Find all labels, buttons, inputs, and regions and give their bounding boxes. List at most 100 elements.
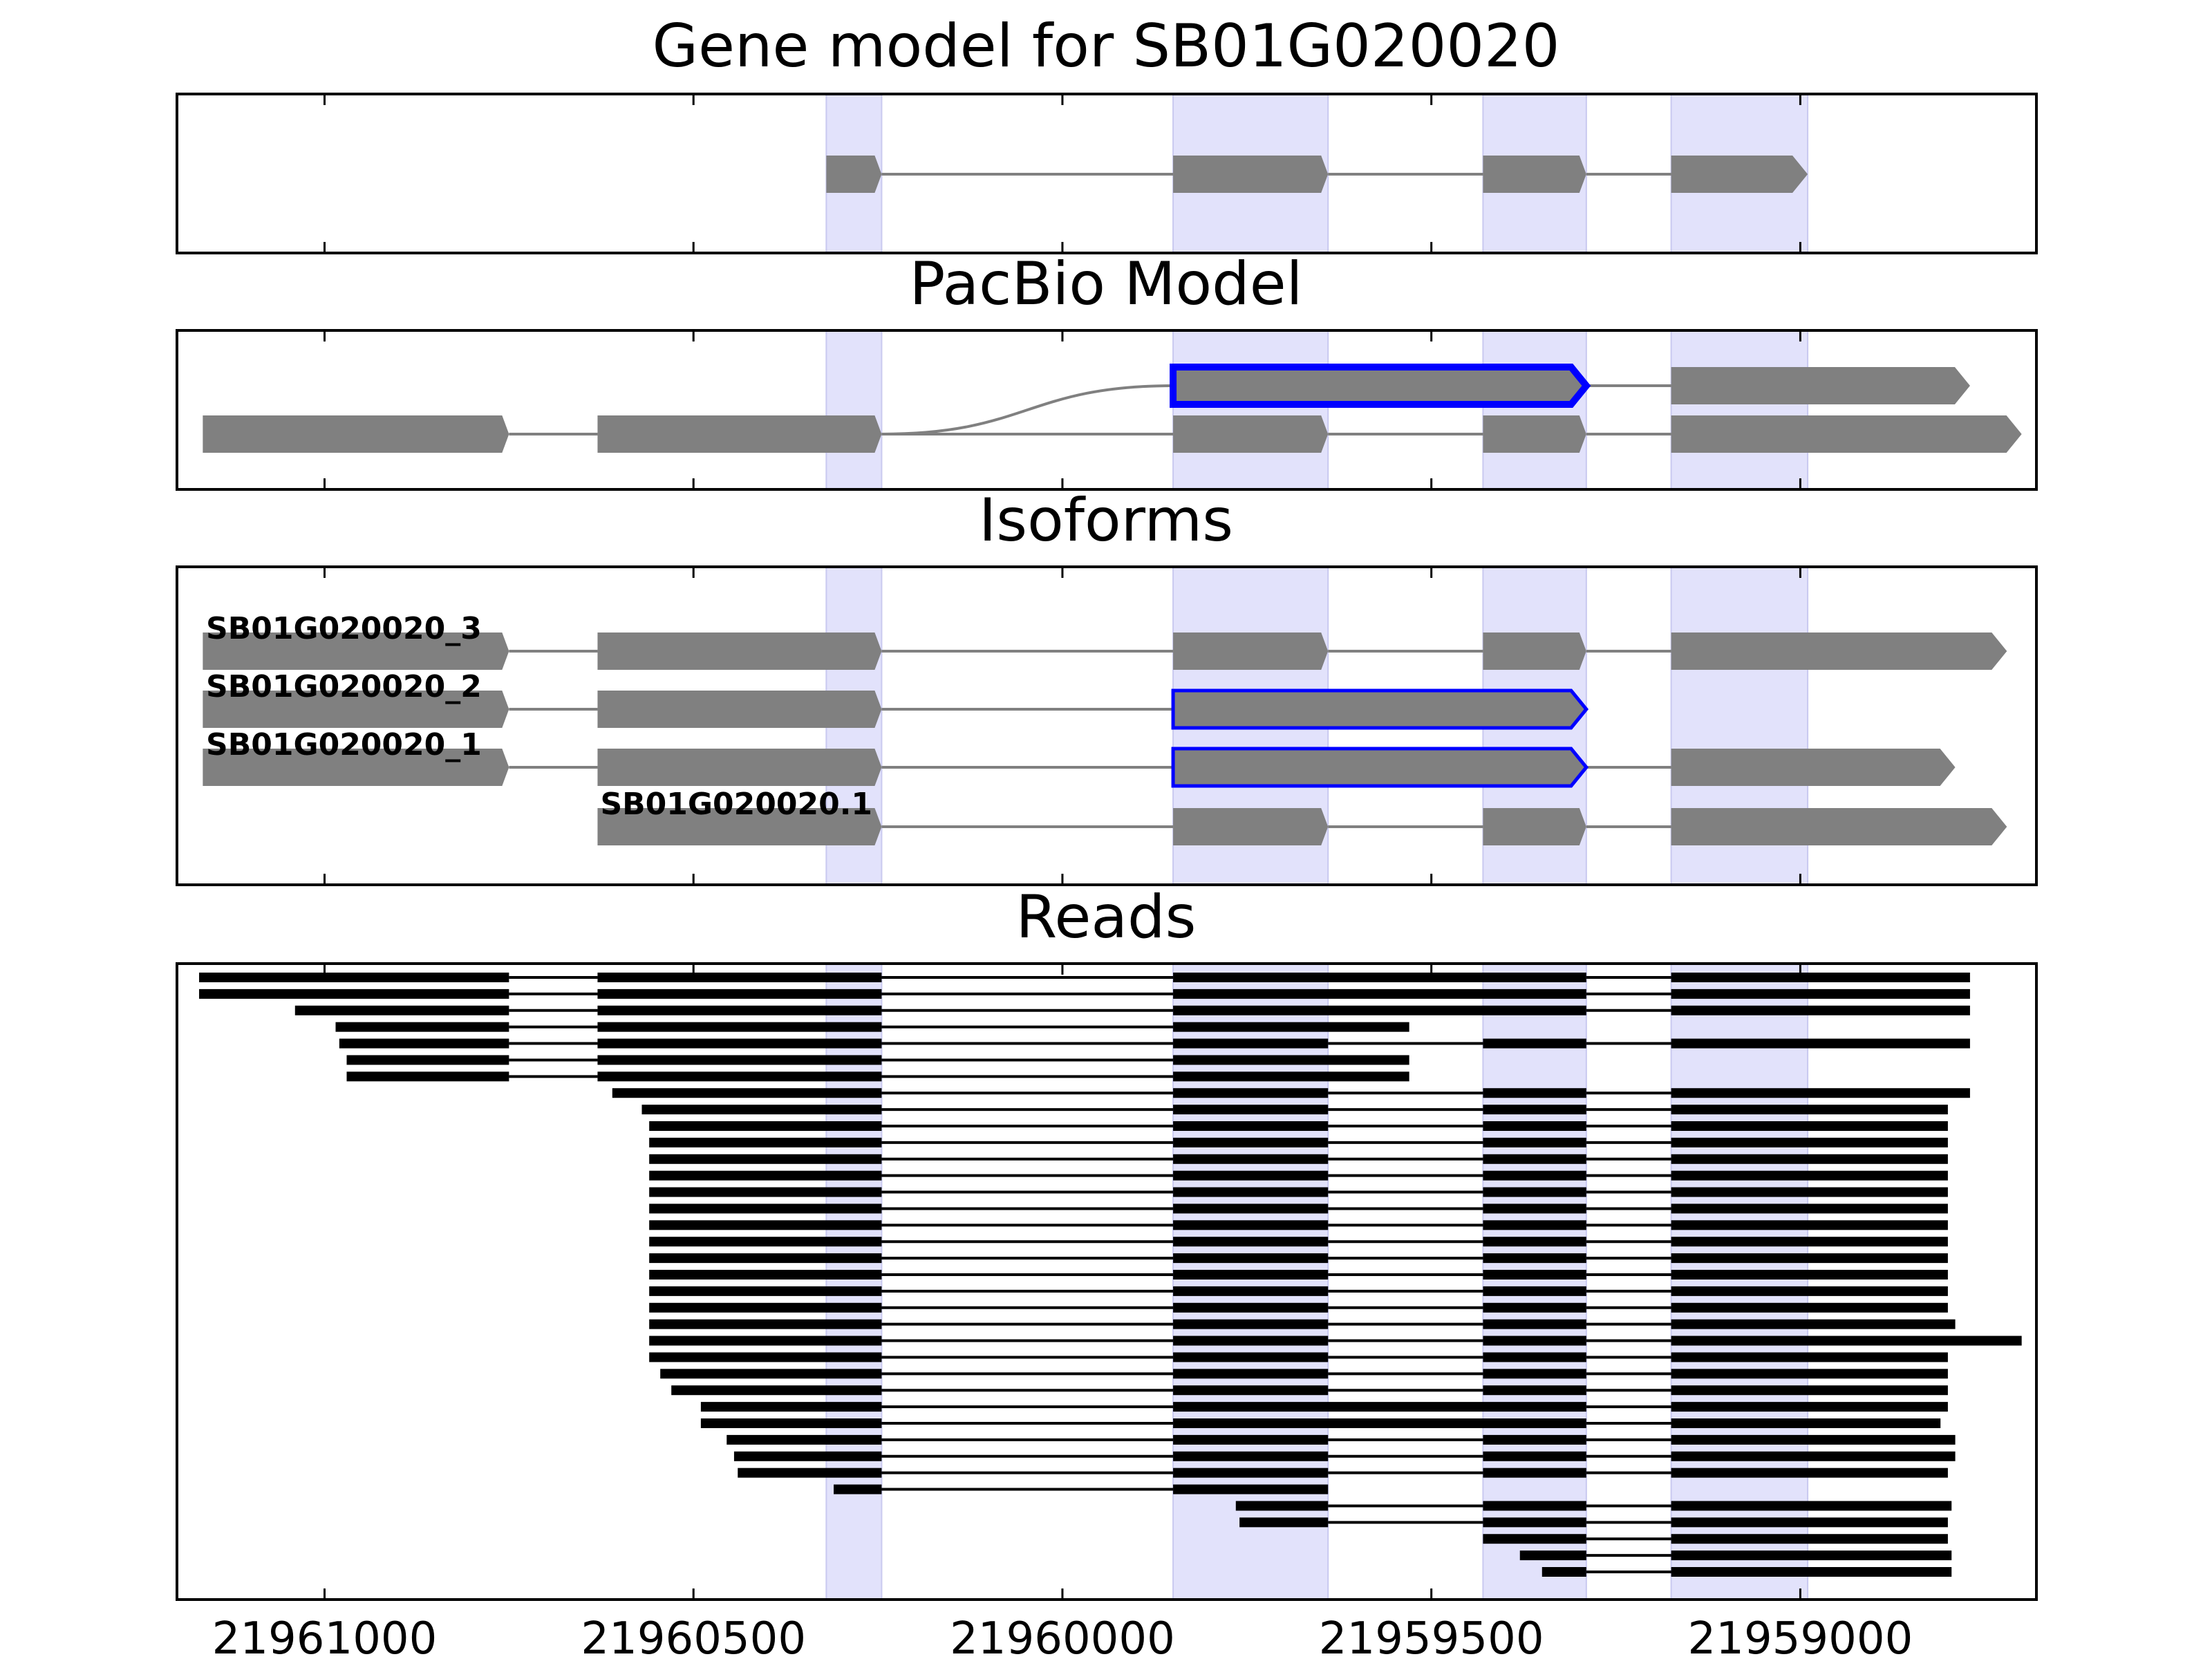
exon-block xyxy=(1671,808,2007,845)
read-row xyxy=(649,1352,1948,1362)
read-block xyxy=(597,1005,882,1015)
x-tick-label: 21961000 xyxy=(212,1613,438,1659)
isoform-label: SB01G020020_2 xyxy=(206,669,482,704)
read-block xyxy=(1671,1038,1970,1049)
exon-shade-band-4 xyxy=(1670,963,1809,1600)
isoform-label: SB01G020020_3 xyxy=(206,611,482,646)
gene-model-title: Gene model for SB01G020020 xyxy=(653,12,1560,81)
read-row xyxy=(199,973,1970,982)
read-block xyxy=(660,1369,882,1379)
read-row xyxy=(1519,1550,1952,1561)
read-block xyxy=(1173,1270,1329,1280)
gene-model-ticks xyxy=(323,94,1801,253)
read-row xyxy=(700,1402,1948,1412)
x-tick-label: 21959500 xyxy=(1319,1613,1544,1659)
exon-shade-band-3 xyxy=(1482,963,1587,1600)
read-block xyxy=(1483,1220,1586,1230)
read-block xyxy=(1173,1022,1409,1032)
read-block xyxy=(1173,1237,1329,1247)
exon-shade-band-3 xyxy=(1482,330,1587,490)
read-row xyxy=(346,1071,1409,1082)
read-row xyxy=(1239,1517,1948,1528)
read-block xyxy=(1173,1038,1329,1049)
read-block xyxy=(1173,1137,1329,1147)
read-block xyxy=(1671,1550,1952,1561)
read-block xyxy=(1173,1385,1329,1396)
read-block xyxy=(597,1022,882,1032)
read-block xyxy=(1483,1270,1586,1280)
exon-block xyxy=(597,415,882,453)
read-block xyxy=(1483,1105,1586,1115)
read-block xyxy=(1671,1154,1948,1164)
exon-block xyxy=(203,749,509,786)
read-block xyxy=(1173,1170,1329,1181)
isoform-label: SB01G020020_1 xyxy=(206,727,482,762)
read-block xyxy=(1671,988,1970,999)
read-block xyxy=(649,1170,882,1181)
read-row xyxy=(1235,1501,1952,1511)
read-block xyxy=(346,1071,509,1082)
read-row xyxy=(738,1468,1948,1478)
read-block xyxy=(1173,1484,1329,1494)
read-row xyxy=(649,1237,1948,1247)
read-row xyxy=(649,1137,1948,1147)
exon-block xyxy=(1483,808,1586,845)
read-row xyxy=(649,1253,1948,1264)
exon-shade-band-2 xyxy=(1172,330,1329,490)
read-row xyxy=(660,1369,1948,1379)
read-block xyxy=(1483,1187,1586,1197)
read-block xyxy=(597,973,882,982)
read-block xyxy=(1173,1468,1329,1478)
exon-block xyxy=(203,691,509,728)
read-block xyxy=(649,1237,882,1247)
read-block xyxy=(649,1286,882,1296)
read-block xyxy=(727,1434,882,1445)
isoforms-content: SB01G020020_3 SB01G020020_2 SB01G020020_1 S… xyxy=(203,611,2007,845)
read-row xyxy=(727,1434,1956,1445)
read-row xyxy=(649,1302,1948,1313)
exon-block xyxy=(1483,156,1586,193)
read-block xyxy=(1671,1203,1948,1214)
read-block xyxy=(649,1220,882,1230)
read-block xyxy=(671,1385,882,1396)
read-row xyxy=(649,1220,1948,1230)
read-block xyxy=(1483,1088,1586,1098)
read-block xyxy=(1483,1203,1586,1214)
exon-block xyxy=(1671,749,1956,786)
read-block xyxy=(1173,1402,1586,1412)
exon-block xyxy=(203,415,509,453)
read-block xyxy=(612,1088,882,1098)
read-block xyxy=(1483,1286,1586,1296)
highlighted-exon-block xyxy=(1170,364,1591,408)
exon-block xyxy=(826,156,882,193)
read-block xyxy=(1483,1369,1586,1379)
read-block xyxy=(1671,1237,1948,1247)
reads-frame xyxy=(176,962,2038,1601)
isoforms-frame xyxy=(176,565,2038,886)
read-block xyxy=(1483,1253,1586,1264)
read-block xyxy=(1173,1335,1329,1346)
read-block xyxy=(649,1302,882,1313)
read-block xyxy=(1671,1335,2022,1346)
read-block xyxy=(1173,1253,1329,1264)
read-row xyxy=(1541,1567,1952,1577)
read-row xyxy=(649,1335,2022,1346)
read-block xyxy=(1671,1567,1952,1577)
read-block xyxy=(1173,1154,1329,1164)
read-row xyxy=(649,1203,1948,1214)
read-block xyxy=(1483,1501,1586,1511)
pacbio-model-ticks xyxy=(323,330,1801,489)
read-block xyxy=(1173,1005,1586,1015)
read-block xyxy=(649,1203,882,1214)
read-row xyxy=(199,988,1970,999)
read-block xyxy=(1483,1319,1586,1329)
read-block xyxy=(1173,1220,1329,1230)
read-block xyxy=(1173,1055,1409,1065)
read-block xyxy=(597,1071,882,1082)
read-row xyxy=(612,1088,1970,1098)
read-block xyxy=(1173,1352,1329,1362)
read-block xyxy=(1671,1418,1941,1428)
read-block xyxy=(649,1121,882,1131)
read-block xyxy=(199,973,509,982)
read-row xyxy=(733,1451,1956,1461)
